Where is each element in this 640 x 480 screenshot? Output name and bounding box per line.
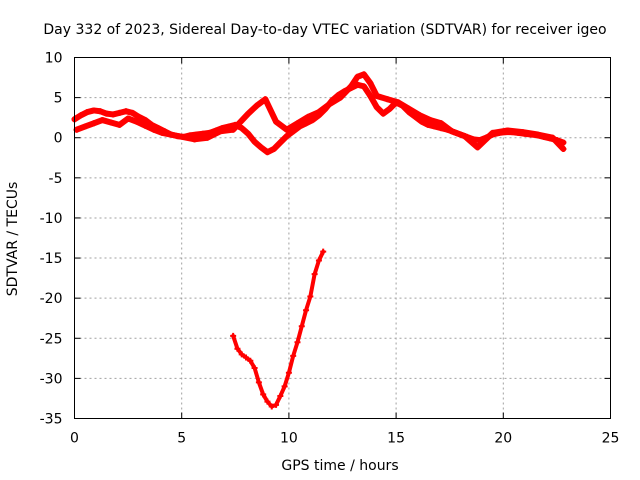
plot-frame [74, 57, 611, 419]
x-tick-label: 15 [387, 431, 405, 447]
chart-title: Day 332 of 2023, Sidereal Day-to-day VTE… [43, 22, 606, 38]
series-line [231, 249, 326, 409]
x-tick-label: 10 [280, 431, 298, 447]
x-tick-label: 0 [70, 431, 79, 447]
y-tick-label: -10 [40, 211, 63, 227]
x-tick-label: 25 [602, 431, 620, 447]
y-tick-label: -30 [40, 371, 63, 387]
x-tick-label: 5 [177, 431, 186, 447]
y-tick-label: -25 [40, 331, 63, 347]
y-tick-label: -15 [40, 251, 63, 267]
y-axis-label: SDTVAR / TECUs [5, 182, 21, 297]
data-series [71, 71, 567, 410]
axis-ticks: 0 5 10 15 20 25 -35 -30 -25 -20 -15 -10 -5 0 5 10 [40, 51, 620, 447]
grid [74, 57, 611, 419]
x-axis-label: GPS time / hours [281, 458, 398, 474]
y-tick-label: -35 [40, 412, 63, 428]
series-line [71, 81, 567, 156]
series-lower-arc [230, 248, 327, 410]
series-main-band [71, 81, 567, 156]
y-tick-label: 0 [54, 131, 63, 147]
y-tick-label: 5 [54, 91, 63, 107]
y-tick-label: 10 [45, 51, 63, 67]
series-line [73, 71, 567, 152]
y-tick-label: -5 [49, 171, 63, 187]
x-tick-label: 20 [494, 431, 512, 447]
y-tick-label: -20 [40, 291, 63, 307]
series-upper-scatter [73, 71, 567, 152]
